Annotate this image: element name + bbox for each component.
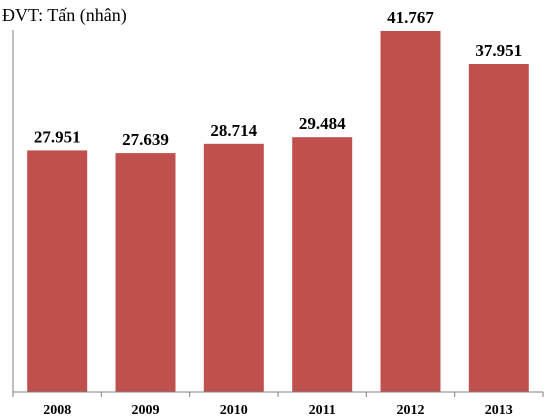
data-label-2009: 27.639 [122, 130, 169, 149]
bar-2011 [292, 137, 353, 392]
bar-2009 [115, 153, 176, 392]
unit-label: ĐVT: Tấn (nhân) [2, 5, 127, 26]
x-tick-label-2013: 2013 [485, 403, 513, 418]
data-label-2013: 37.951 [475, 41, 522, 60]
bar-2012 [380, 31, 441, 392]
bar-2008 [27, 150, 88, 392]
data-labels-layer: 27.951 27.639 28.714 29.484 41.767 37.951 [34, 8, 522, 149]
data-label-2012: 41.767 [387, 8, 434, 27]
data-label-2010: 28.714 [210, 121, 257, 140]
x-tick-label-2009: 2009 [132, 403, 160, 418]
x-tick-label-2012: 2012 [397, 403, 425, 418]
bar-2013 [468, 64, 529, 392]
x-tick-label-2011: 2011 [309, 403, 336, 418]
x-tick-label-2008: 2008 [43, 403, 71, 418]
bar-2010 [203, 143, 264, 392]
data-label-2008: 27.951 [34, 127, 81, 146]
x-axis: 2008 2009 2010 2011 2012 2013 [12, 30, 544, 418]
bars-layer [27, 31, 529, 392]
data-label-2011: 29.484 [299, 114, 346, 133]
x-tick-label-2010: 2010 [220, 403, 248, 418]
